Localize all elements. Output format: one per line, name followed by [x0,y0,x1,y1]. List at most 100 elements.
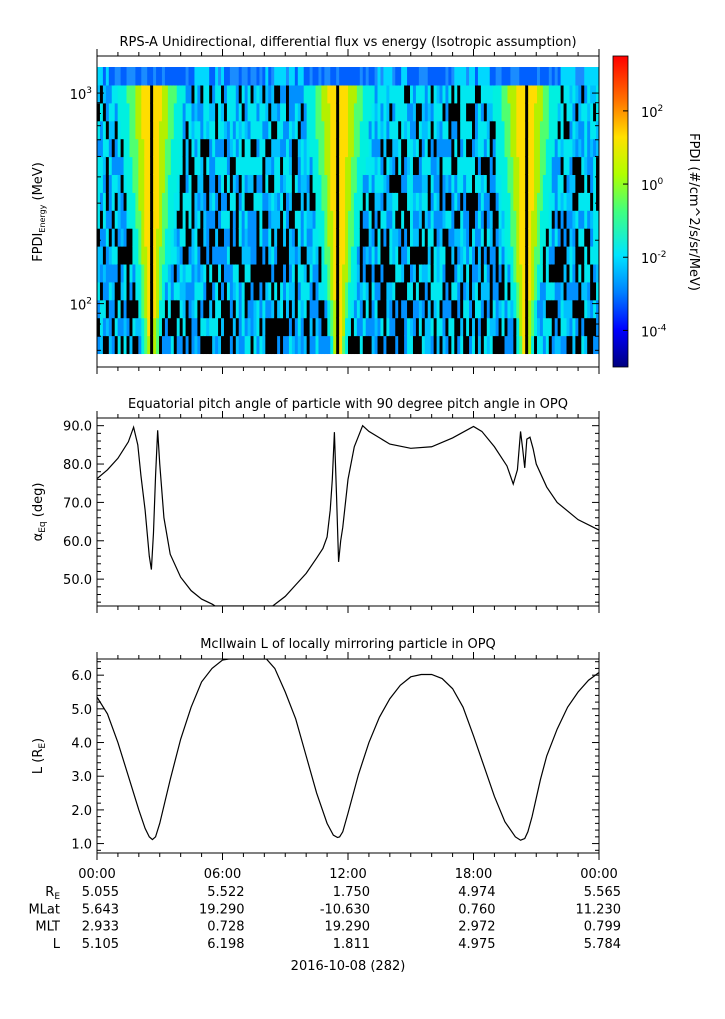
spectrogram-cell [469,210,473,229]
spectrogram-cell [185,67,190,86]
spectrogram-cell [153,317,157,337]
spectrogram-cell [209,120,213,140]
spectrogram-cell [483,246,488,265]
spectrogram-cell [536,67,541,86]
spectrogram-cell [483,138,488,158]
spectrogram-cell [167,317,172,337]
spectrogram-cell [185,120,190,140]
spectrogram-cell [277,84,281,104]
spectrogram-cell [433,102,438,122]
spectrogram-cell [463,67,467,86]
spectrogram-cell [324,210,328,229]
spectrogram-cell [353,174,358,193]
spectrogram-cell [377,120,382,140]
spectrogram-cell [418,281,423,301]
spectrogram-cell [551,335,556,355]
spectrogram-cell [221,246,225,265]
spectrogram-cell [262,246,266,265]
spectrogram-cell [353,67,358,86]
spectrogram-cell [209,138,213,158]
spectrogram-cell [176,138,181,158]
spectrogram-cell [477,156,482,176]
spectrogram-cell [386,317,390,337]
spectrogram-cell [161,156,166,176]
spectrogram-cell [259,138,263,158]
spectrogram-cell [457,335,461,355]
spectrogram-cell [250,335,255,355]
spectrogram-cell [111,317,116,337]
spectrogram-cell [466,246,470,265]
spectrogram-cell [215,317,219,337]
spectrogram-cell [501,174,506,193]
spectrogram-cell [161,138,166,158]
spectrogram-cell [339,263,343,283]
spectrogram-cell [362,281,367,301]
spectrogram-cell [436,228,441,247]
spectrogram-cell [297,281,302,301]
spectrogram-cell [480,67,485,86]
spectrogram-cell [528,192,532,211]
spectrogram-cell [238,192,243,211]
spectrogram-cell [545,263,550,283]
spectrogram-cell [590,156,594,176]
y-tick-label: 50.0 [63,573,92,588]
spectrogram-cell [159,281,163,301]
spectrogram-cell [439,67,444,86]
spectrogram-cell [513,192,517,211]
spectrogram-cell [442,263,447,283]
spectrogram-cell [516,299,520,319]
spectrogram-cell [244,246,249,265]
spectrogram-cell [401,174,405,193]
spectrogram-cell [164,120,169,140]
spectrogram-cell [238,67,243,86]
spectrogram-cell [297,210,302,229]
spectrogram-cell [241,228,246,247]
spectrogram-cell [439,138,444,158]
spectrogram-cell [138,84,142,104]
spectrogram-cell [232,281,237,301]
spectrogram-cell [389,299,393,319]
spectrogram-cell [226,84,231,104]
spectrogram-cell [548,281,553,301]
spectrogram-cell [262,335,266,355]
spectrogram-cell [167,138,172,158]
spectrogram-cell [321,102,325,122]
spectrogram-cell [557,67,562,86]
spectrogram-cell [477,228,482,247]
spectrogram-cell [374,84,379,104]
spectrogram-cell [430,335,435,355]
spectrogram-cell [368,84,373,104]
spectrogram-cell [173,317,178,337]
spectrogram-cell [374,102,379,122]
spectrogram-cell [504,263,509,283]
mcilwain-l-x-ticks [96,652,600,860]
spectrogram-cell [483,156,488,176]
spectrogram-cell [362,263,367,283]
spectrogram-cell [294,299,299,319]
spectrogram-cell [194,192,198,211]
spectrogram-cell [200,67,204,86]
y-tick-label: 4.0 [71,737,92,752]
spectrogram-cell [117,246,122,265]
spectrogram-cell [197,246,201,265]
spectrogram-cell [596,281,599,301]
spectrogram-cell [232,102,237,122]
spectrogram-cell [173,210,178,229]
spectrogram-cell [309,228,314,247]
spectrogram-cell [99,174,104,193]
spectrogram-cell [283,281,287,301]
spectrogram-cell [235,174,240,193]
spectrogram-cell [374,120,379,140]
spectrogram-cell [445,263,449,283]
spectrogram-cell [108,192,113,211]
spectrogram-cell [466,335,470,355]
spectrogram-cell [575,67,579,86]
spectrogram-cell [321,281,325,301]
spectrogram-cell [368,317,373,337]
spectrogram-cell [330,299,334,319]
spectrogram-cell [318,210,323,229]
spectrogram-cell [401,138,405,158]
spectrogram-cell [277,156,281,176]
spectrogram-cell [156,299,160,319]
pitch-angle-y-ticks: 50.060.070.080.090.0 [63,417,599,603]
